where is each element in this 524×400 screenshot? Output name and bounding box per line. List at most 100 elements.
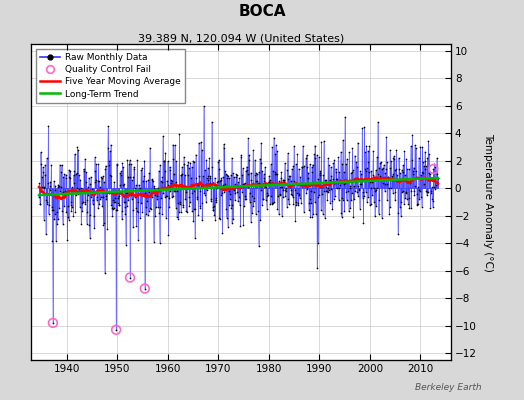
Point [97, 188, 105, 194]
Point [430, 184, 438, 190]
Point [36, 200, 44, 207]
Point [389, 153, 398, 160]
Point [252, 211, 260, 218]
Point [188, 208, 196, 214]
Point [59, 173, 68, 180]
Point [159, 133, 167, 139]
Point [396, 170, 405, 176]
Point [407, 143, 415, 150]
Point [305, 161, 314, 168]
Point [384, 174, 392, 180]
Point [112, 162, 121, 169]
Point [43, 199, 51, 205]
Point [400, 172, 409, 178]
Point [252, 178, 260, 184]
Point [165, 195, 173, 202]
Point [140, 285, 149, 292]
Point [72, 170, 81, 176]
Point [151, 192, 159, 198]
Point [127, 192, 136, 198]
Point [384, 174, 392, 180]
Point [325, 187, 333, 193]
Point [324, 189, 333, 195]
Point [161, 168, 169, 174]
Point [350, 183, 358, 189]
Point [150, 182, 158, 189]
Point [106, 142, 115, 148]
Point [111, 199, 119, 205]
Point [84, 174, 93, 181]
Point [394, 210, 402, 216]
Point [196, 204, 204, 211]
Point [309, 211, 318, 217]
Point [231, 181, 239, 187]
Point [289, 201, 298, 208]
Point [97, 175, 106, 181]
Point [130, 185, 139, 191]
Point [99, 173, 107, 179]
Point [308, 169, 316, 176]
Point [391, 197, 399, 203]
Point [353, 164, 361, 170]
Point [170, 142, 179, 148]
Point [125, 161, 133, 168]
Point [200, 166, 209, 173]
Point [206, 174, 214, 181]
Point [238, 188, 246, 195]
Point [115, 202, 124, 208]
Point [362, 189, 370, 195]
Point [50, 216, 58, 222]
Point [98, 203, 106, 210]
Point [162, 193, 170, 200]
Point [402, 196, 411, 202]
Point [250, 195, 258, 202]
Point [116, 170, 124, 176]
Point [87, 194, 95, 200]
Point [140, 158, 148, 164]
Point [246, 219, 255, 225]
Point [163, 182, 172, 188]
Point [432, 155, 441, 162]
Point [57, 168, 66, 175]
Point [242, 196, 250, 202]
Point [224, 173, 232, 179]
Point [143, 192, 151, 198]
Point [220, 145, 228, 152]
Point [301, 155, 310, 162]
Point [346, 184, 354, 191]
Point [336, 149, 345, 155]
Point [349, 214, 357, 221]
Point [418, 204, 426, 210]
Point [346, 205, 355, 212]
Point [100, 220, 108, 226]
Point [421, 158, 430, 164]
Point [383, 197, 391, 204]
Point [182, 208, 190, 215]
Point [75, 204, 84, 210]
Point [276, 191, 284, 197]
Point [199, 182, 208, 188]
Point [248, 180, 257, 186]
Point [154, 185, 162, 191]
Point [38, 174, 47, 180]
Point [46, 179, 54, 185]
Point [187, 175, 195, 182]
Point [232, 171, 241, 178]
Point [304, 200, 313, 206]
Point [172, 178, 180, 185]
Point [216, 178, 224, 184]
Point [383, 180, 391, 187]
Point [156, 162, 164, 168]
Point [70, 180, 78, 186]
Point [255, 180, 264, 186]
Point [207, 196, 215, 202]
Point [74, 188, 83, 194]
Point [58, 162, 66, 168]
Point [58, 208, 67, 214]
Point [287, 190, 296, 197]
Point [46, 187, 54, 193]
Point [371, 188, 379, 194]
Point [67, 199, 75, 206]
Point [67, 202, 75, 208]
Point [171, 188, 179, 194]
